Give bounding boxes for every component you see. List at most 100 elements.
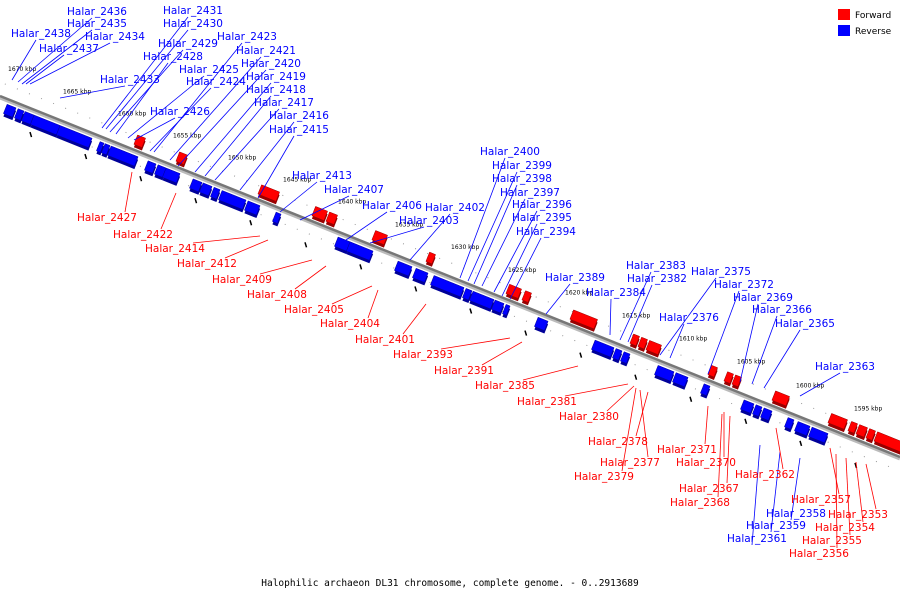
reverse-leader-line [115,62,169,135]
forward-leader-line [835,453,838,549]
label-leader-lines [11,16,877,549]
forward-gene [311,206,328,224]
scale-tick-label: 1605 kbp [737,359,765,366]
reverse-gene-body [218,190,247,210]
reverse-gene-label: Halar_2396 [512,199,572,211]
reverse-gene-label: Halar_2366 [752,304,812,316]
forward-gene-label: Halar_2422 [113,229,173,241]
ruler-tick [84,153,88,160]
reverse-gene-label: Halar_2369 [733,292,793,304]
reverse-gene-body [462,288,473,301]
forward-leader-line [192,235,261,244]
reverse-gene-body [784,417,795,430]
reverse-gene-label: Halar_2434 [85,31,145,43]
scale-tick-label: 1650 kbp [228,154,256,161]
forward-gene-body [873,431,900,452]
chromosome-backbone [0,94,900,461]
scale-tick-label: 1595 kbp [854,406,882,413]
forward-gene [629,333,640,349]
reverse-leader-line [473,184,518,285]
scale-tick-label: 1670 kbp [8,66,36,73]
reverse-gene-label: Halar_2438 [11,28,71,40]
forward-leader-line [564,383,629,397]
ruler-tick [579,352,583,358]
reverse-gene-label: Halar_2397 [500,187,560,199]
reverse-gene [199,182,213,199]
reverse-gene [808,426,829,446]
reverse-gene-body [394,260,413,277]
forward-gene-body [731,374,742,387]
reverse-leader-line [751,444,761,546]
reverse-leader-line [239,121,295,191]
forward-leader-line [259,259,313,275]
forward-gene-label: Halar_2404 [320,318,380,330]
reverse-leader-line [109,49,184,133]
forward-leader-line [865,463,877,510]
reverse-gene-body [162,167,181,184]
reverse-leader-line [345,211,388,241]
reverse-gene [502,304,511,319]
backbone-shadow [0,95,900,461]
reverse-gene-body [612,348,623,361]
reverse-gene-body [144,160,157,174]
scale-tick-label: 1635 kbp [395,221,423,228]
reverse-gene-body [56,125,93,148]
ruler-tick [744,418,748,425]
reverse-leader-line [257,135,295,199]
reverse-gene-body [672,372,689,388]
forward-leader-line [635,391,649,437]
reverse-gene-label: Halar_2394 [516,226,576,238]
reverse-gene-label: Halar_2421 [236,45,296,57]
ruler-tick [29,131,33,138]
forward-gene [873,431,900,455]
reverse-leader-line [799,372,841,397]
reverse-gene [700,383,711,399]
reverse-leader-line [11,39,37,81]
reverse-gene [14,108,25,124]
reverse-gene-body [101,143,111,156]
reverse-gene-label: Halar_2426 [150,106,210,118]
forward-gene-label: Halar_2379 [574,471,634,483]
forward-gene [521,290,532,306]
reverse-gene-body [189,178,203,193]
reverse-gene-label: Halar_2406 [362,200,422,212]
forward-gene-label: Halar_2367 [679,483,739,495]
legend-forward-label: Forward [855,11,891,21]
reverse-gene-body [346,241,374,261]
ruler-tick [359,264,363,270]
reverse-gene-label: Halar_2402 [425,202,485,214]
reverse-gene-label: Halar_2365 [775,318,835,330]
reverse-gene-body [740,399,755,414]
reverse-gene-label: Halar_2413 [292,170,352,182]
reverse-gene-label: Halar_2398 [492,173,552,185]
reverse-gene-body [591,339,615,358]
forward-gene-body [723,371,734,384]
forward-gene-body [637,336,648,350]
reverse-gene-label: Halar_2418 [246,84,306,96]
reverse-gene [591,339,615,360]
ruler-tick [304,242,308,248]
ruler-tick [524,330,528,336]
forward-gene-label: Halar_2368 [670,497,730,509]
forward-gene-body [847,421,858,434]
reverse-leader-line [214,108,280,181]
reverse-gene [462,288,473,303]
reverse-gene-label: Halar_2416 [269,110,329,122]
reverse-leader-line [707,290,740,375]
forward-leader-line [522,365,579,381]
gene-features [3,103,900,455]
forward-gene-label: Halar_2427 [77,212,137,224]
reverse-gene-label: Halar_2403 [399,215,459,227]
reverse-leader-line [105,29,189,130]
reverse-gene-body [430,275,465,298]
ruler-tick [634,374,638,380]
reverse-gene-body [700,383,711,396]
reverse-gene-body [14,108,25,121]
forward-gene-label: Halar_2414 [145,243,205,255]
forward-gene [325,211,338,228]
forward-gene-label: Halar_2354 [815,522,875,534]
reverse-gene-body [199,182,213,197]
reverse-leader-line [194,82,272,173]
reverse-leader-line [153,42,243,153]
reverse-gene [620,351,631,367]
